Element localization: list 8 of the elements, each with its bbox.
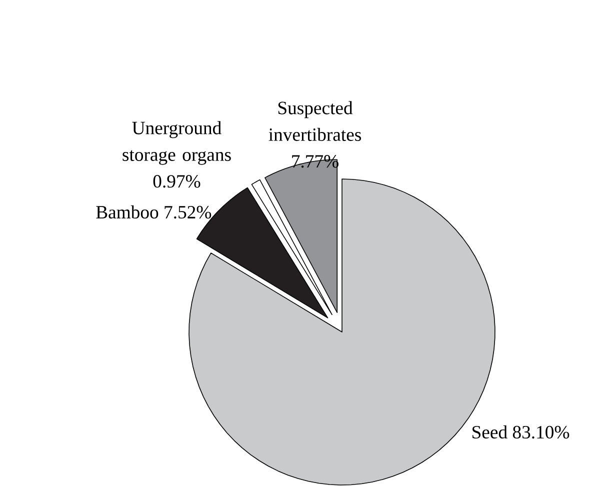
data-label: 0.97% [153, 175, 200, 188]
data-label: 83.10% [512, 426, 570, 439]
data-label: 7.52% [164, 206, 212, 219]
slice-label: Bamboo [96, 205, 158, 219]
data-label: 7.77% [292, 155, 338, 168]
slice-label: Unerground storage organs [122, 121, 231, 165]
slice-label: Suspected invertibrates [268, 101, 361, 141]
slice-label: Seed [472, 425, 508, 439]
